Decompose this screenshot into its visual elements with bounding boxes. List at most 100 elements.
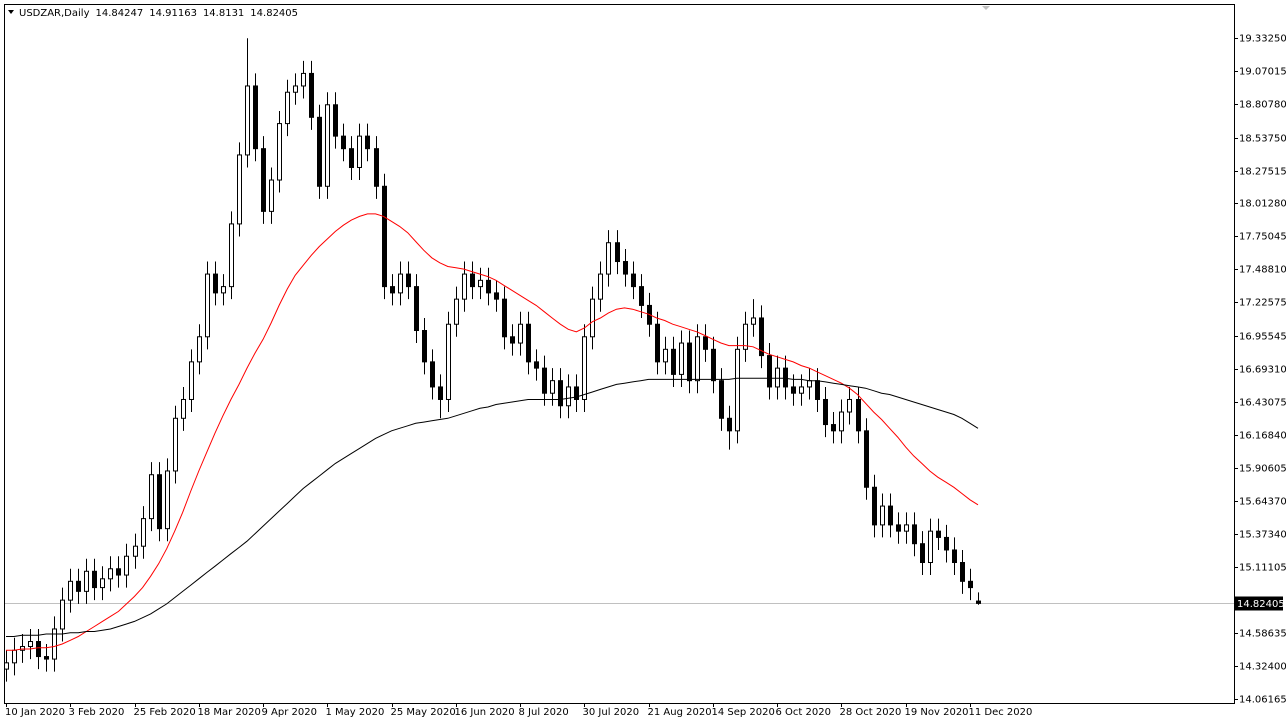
candle-body [631,273,636,288]
x-tick-label: 1 May 2020 [326,707,385,718]
candle-body [896,524,901,532]
x-tick-label: 6 Oct 2020 [776,707,831,718]
candle-body [478,279,483,288]
moving-average-line [6,213,979,651]
candle-body [711,348,716,382]
candle-body [398,273,403,294]
y-tick-label: 15.11105 [1239,563,1286,574]
plot-frame [4,4,1235,704]
candle-body [285,91,290,125]
price-label-box [1235,596,1283,611]
candle-body [510,336,515,344]
candle-body [108,568,113,580]
candle-body [197,336,202,363]
candle-body [349,148,354,168]
candle-body [759,317,764,357]
candle-body [133,545,138,557]
y-tick-label: 15.90605 [1239,464,1286,475]
y-tick-label: 18.01280 [1239,199,1286,210]
candle-body [550,380,555,394]
candle-body [735,348,740,432]
candle-body [566,386,571,407]
candle-body [574,386,579,400]
x-tick-label: 14 Sep 2020 [712,707,775,718]
candle-body [920,543,925,564]
candle-body [968,580,973,589]
y-tick-label: 14.06165 [1239,695,1286,706]
x-tick-label: 25 Feb 2020 [134,707,196,718]
candle-body [823,398,828,426]
candle-body [157,474,162,530]
candle-body [743,323,748,350]
candle-body [639,286,644,306]
candle-body [606,242,611,275]
candle-body [261,148,266,212]
x-tick-label: 25 May 2020 [391,707,456,718]
candle-body [438,386,443,400]
candle-body [598,273,603,300]
candle-body [341,135,346,150]
y-tick-label: 16.16840 [1239,431,1286,442]
symbol-label: USDZAR,Daily [19,8,90,19]
candle-body [309,72,314,118]
candle-body [807,380,812,388]
candle-body [663,348,668,363]
header-low: 14.8131 [203,8,244,19]
candle-body [325,104,330,187]
candle-body [165,470,170,530]
candle-body [486,279,491,294]
candle-body [671,348,676,375]
x-tick-label: 16 Jun 2020 [455,707,515,718]
header-high: 14.91163 [149,8,197,19]
candle-body [430,361,435,388]
candle-body [52,628,57,660]
candle-body [357,135,362,168]
candle-body [703,336,708,350]
candle-body [470,273,475,288]
candle-body [558,380,563,407]
candle-body [526,323,531,363]
candle-body [390,286,395,294]
candle-body [502,298,507,338]
candle-body [237,154,242,225]
y-tick-label: 18.27515 [1239,167,1286,178]
candle-body [767,355,772,388]
x-tick-label: 3 Feb 2020 [69,707,125,718]
y-tick-label: 16.43075 [1239,398,1286,409]
candle-body [20,646,25,651]
candle-body [695,336,700,382]
candle-body [60,599,65,630]
candle-body [333,104,338,137]
candle-body [655,323,660,363]
candle-body [221,286,226,294]
candle-body [623,261,628,275]
x-tick-label: 21 Aug 2020 [648,707,712,718]
candle-body [422,330,427,363]
candle-body [454,298,459,325]
candle-body [213,273,218,294]
candle-body [727,417,732,432]
candle-body [76,580,81,592]
candle-body [775,367,780,388]
x-tick-label: 19 Nov 2020 [905,707,969,718]
candle-body [880,505,885,526]
candle-body [783,367,788,388]
moving-average-line [6,377,979,637]
candle-body [582,336,587,400]
candle-body [904,524,909,532]
candle-body [888,505,893,526]
candle-body [28,641,33,648]
x-tick-label: 28 Oct 2020 [840,707,902,718]
candle-body [374,148,379,187]
candle-body [791,386,796,394]
y-tick-label: 16.95545 [1239,332,1286,343]
shift-marker [982,6,990,10]
x-tick-label: 10 Jan 2020 [5,707,65,718]
candle-body [952,549,957,564]
header: USDZAR,Daily 14.84247 14.91163 14.8131 14.82… [19,8,298,19]
y-tick-label: 19.07015 [1239,67,1286,78]
candle-body [253,85,258,150]
y-tick-label: 16.69310 [1239,365,1286,376]
candle-body [382,185,387,288]
